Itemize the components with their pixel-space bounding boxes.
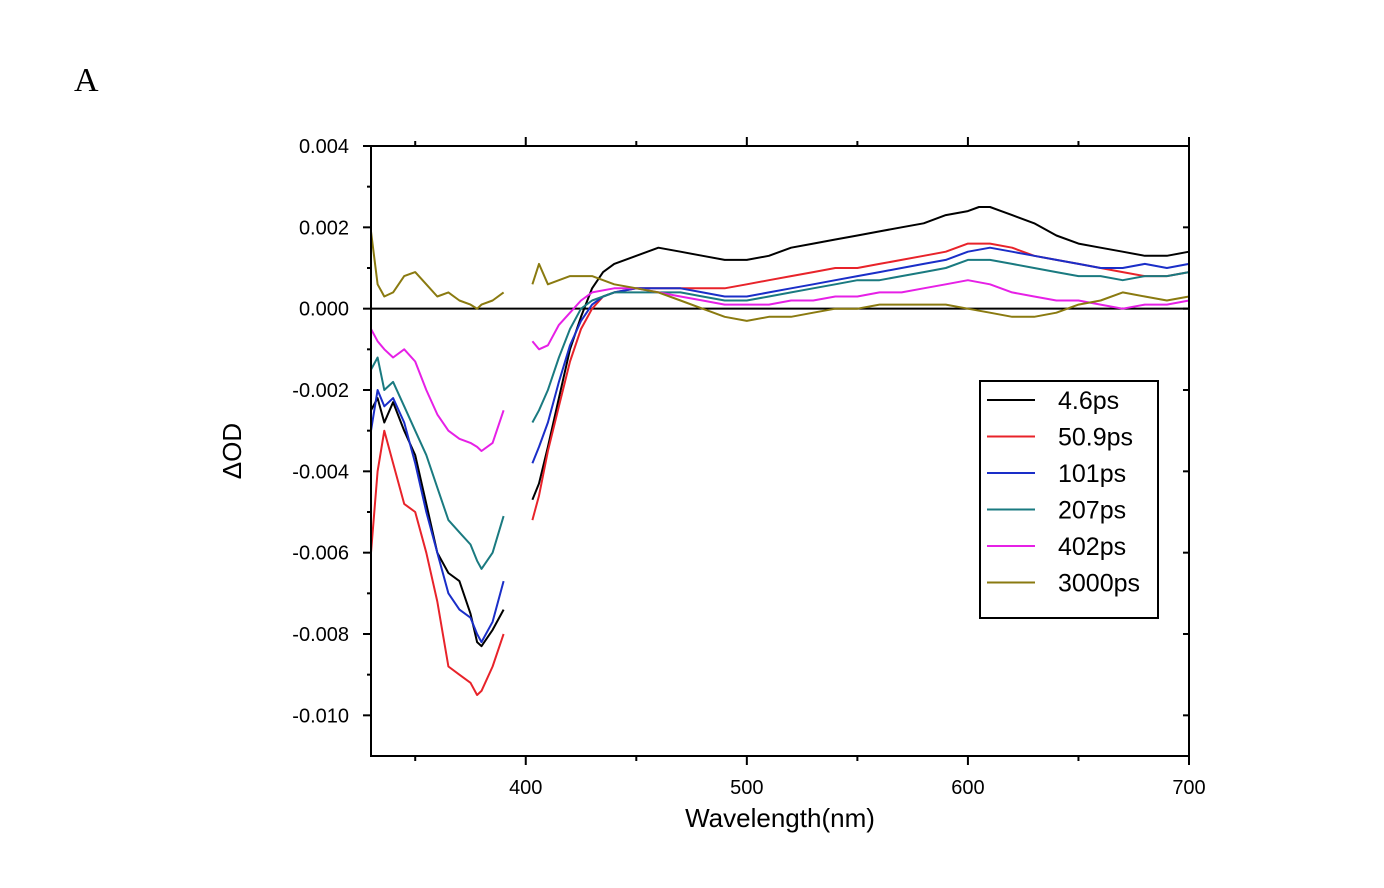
plot-frame — [370, 145, 1190, 757]
tick-labels: 0.004 0.002 0.000 -0.002 -0.004 -0.006 -0.008 -… — [292, 136, 1205, 799]
y-tick-label: -0.006 — [292, 543, 349, 565]
x-axis-title: Wavelength(nm) — [685, 803, 875, 833]
y-axis-title: ΔOD — [217, 423, 247, 479]
legend-label: 50.9ps — [1058, 424, 1133, 452]
legend-label: 402ps — [1058, 533, 1126, 561]
series-line-207ps — [370, 258, 1190, 570]
y-tick-label: -0.002 — [292, 380, 349, 402]
series-line-402ps — [370, 279, 1190, 452]
legend-label: 4.6ps — [1058, 387, 1119, 415]
y-tick-label: 0.004 — [299, 136, 349, 158]
series-lines — [370, 206, 1190, 696]
y-tick-label: -0.008 — [292, 624, 349, 646]
x-tick-label: 700 — [1172, 777, 1205, 799]
y-tick-label: -0.010 — [292, 705, 349, 727]
panel-label: A — [74, 62, 99, 99]
x-tick-label: 600 — [951, 777, 984, 799]
y-tick-label: -0.004 — [292, 461, 349, 483]
legend-label: 207ps — [1058, 497, 1126, 525]
series-line-3000ps — [370, 231, 1190, 322]
x-tick-label: 400 — [509, 777, 542, 799]
y-tick-label: 0.002 — [299, 217, 349, 239]
y-tick-label: 0.000 — [299, 299, 349, 321]
legend-box — [979, 380, 1159, 619]
legend: 4.6ps 50.9ps 101ps 207ps 402ps 3000ps — [979, 380, 1159, 619]
legend-label: 3000ps — [1058, 570, 1140, 598]
legend-label: 101ps — [1058, 460, 1126, 488]
x-tick-label: 500 — [730, 777, 763, 799]
series-line-101ps — [370, 246, 1190, 644]
